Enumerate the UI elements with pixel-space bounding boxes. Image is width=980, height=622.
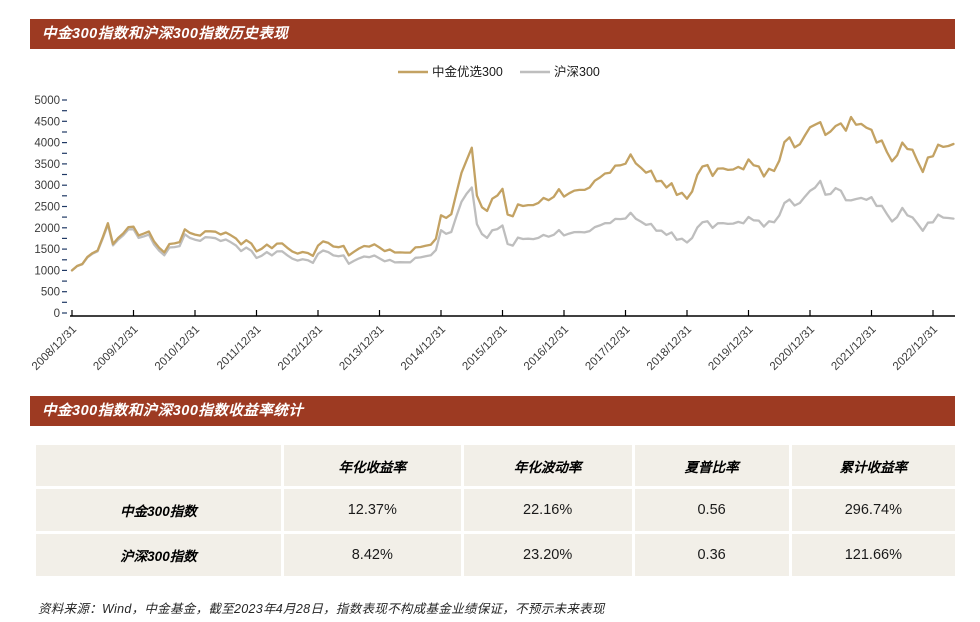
x-tick-label: 2013/12/31 xyxy=(337,324,386,373)
table-header-empty xyxy=(36,445,281,486)
x-tick-label: 2016/12/31 xyxy=(522,324,571,373)
row-label: 中金300指数 xyxy=(36,489,281,531)
table-header-cell: 夏普比率 xyxy=(634,445,789,486)
y-tick-label: 2500 xyxy=(34,202,60,214)
y-tick-label: 4000 xyxy=(34,138,60,150)
y-tick-label: 4500 xyxy=(34,116,60,128)
chart-legend: 中金优选300 沪深300 xyxy=(398,64,600,79)
table-value-cell: 0.56 xyxy=(634,489,789,531)
x-tick-label: 2009/12/31 xyxy=(91,324,140,373)
y-axis-minor-ticks xyxy=(62,99,67,314)
table-row: 中金300指数 12.37% 22.16% 0.56 296.74% xyxy=(36,489,955,531)
y-tick-label: 5000 xyxy=(34,95,60,107)
table-value-cell: 12.37% xyxy=(283,489,461,531)
x-tick-label: 2020/12/31 xyxy=(768,324,817,373)
y-tick-label: 3000 xyxy=(34,180,60,192)
x-tick-label: 2018/12/31 xyxy=(645,324,694,373)
table-header-cell: 年化收益率 xyxy=(283,445,461,486)
table-header-cell: 年化波动率 xyxy=(463,445,632,486)
x-tick-label: 2017/12/31 xyxy=(583,324,632,373)
table-value-cell: 121.66% xyxy=(791,534,955,576)
x-tick-label: 2012/12/31 xyxy=(276,324,325,373)
performance-line-chart: 0 500 1000 1500 2000 2500 3000 3500 4000 4500 5000… xyxy=(30,64,955,373)
table-value-cell: 23.20% xyxy=(463,534,632,576)
table-value-cell: 0.36 xyxy=(634,534,789,576)
x-tick-label: 2010/12/31 xyxy=(153,324,202,373)
chart-section-title: 中金300指数和沪深300指数历史表现 xyxy=(30,19,955,49)
row-label: 沪深300指数 xyxy=(36,534,281,576)
series-line-沪深300 xyxy=(70,179,955,272)
y-tick-label: 1500 xyxy=(34,244,60,256)
y-tick-label: 2000 xyxy=(34,223,60,235)
table-section-title: 中金300指数和沪深300指数收益率统计 xyxy=(30,396,955,426)
table-value-cell: 8.42% xyxy=(283,534,461,576)
x-tick-label: 2008/12/31 xyxy=(30,324,79,373)
y-axis-labels: 0 500 1000 1500 2000 2500 3000 3500 4000 4500 5000 xyxy=(34,95,60,320)
y-tick-label: 3500 xyxy=(34,159,60,171)
legend-label-2: 沪深300 xyxy=(554,65,600,79)
x-tick-label: 2021/12/31 xyxy=(829,324,878,373)
returns-stats-table: 年化收益率 年化波动率 夏普比率 累计收益率 中金300指数 12.37% 22.16% 0.… xyxy=(33,442,958,579)
table-header-cell: 累计收益率 xyxy=(791,445,955,486)
table-value-cell: 22.16% xyxy=(463,489,632,531)
legend-label-1: 中金优选300 xyxy=(432,64,503,79)
x-axis-labels: 2008/12/31 2009/12/31 2010/12/31 2011/12/31… xyxy=(30,310,940,373)
table-header-row: 年化收益率 年化波动率 夏普比率 累计收益率 xyxy=(36,445,955,486)
table-value-cell: 296.74% xyxy=(791,489,955,531)
y-tick-label: 500 xyxy=(41,287,60,299)
series-line-中金优选300 xyxy=(70,115,955,272)
y-tick-label: 1000 xyxy=(34,265,60,277)
x-tick-label: 2011/12/31 xyxy=(215,324,264,373)
source-note: 资料来源：Wind，中金基金，截至2023年4月28日，指数表现不构成基金业绩保… xyxy=(38,602,605,616)
table-row: 沪深300指数 8.42% 23.20% 0.36 121.66% xyxy=(36,534,955,576)
x-tick-label: 2022/12/31 xyxy=(891,324,940,373)
x-tick-label: 2015/12/31 xyxy=(460,324,509,373)
x-tick-label: 2014/12/31 xyxy=(399,324,448,373)
x-tick-label: 2019/12/31 xyxy=(706,324,755,373)
y-tick-label: 0 xyxy=(54,308,60,320)
